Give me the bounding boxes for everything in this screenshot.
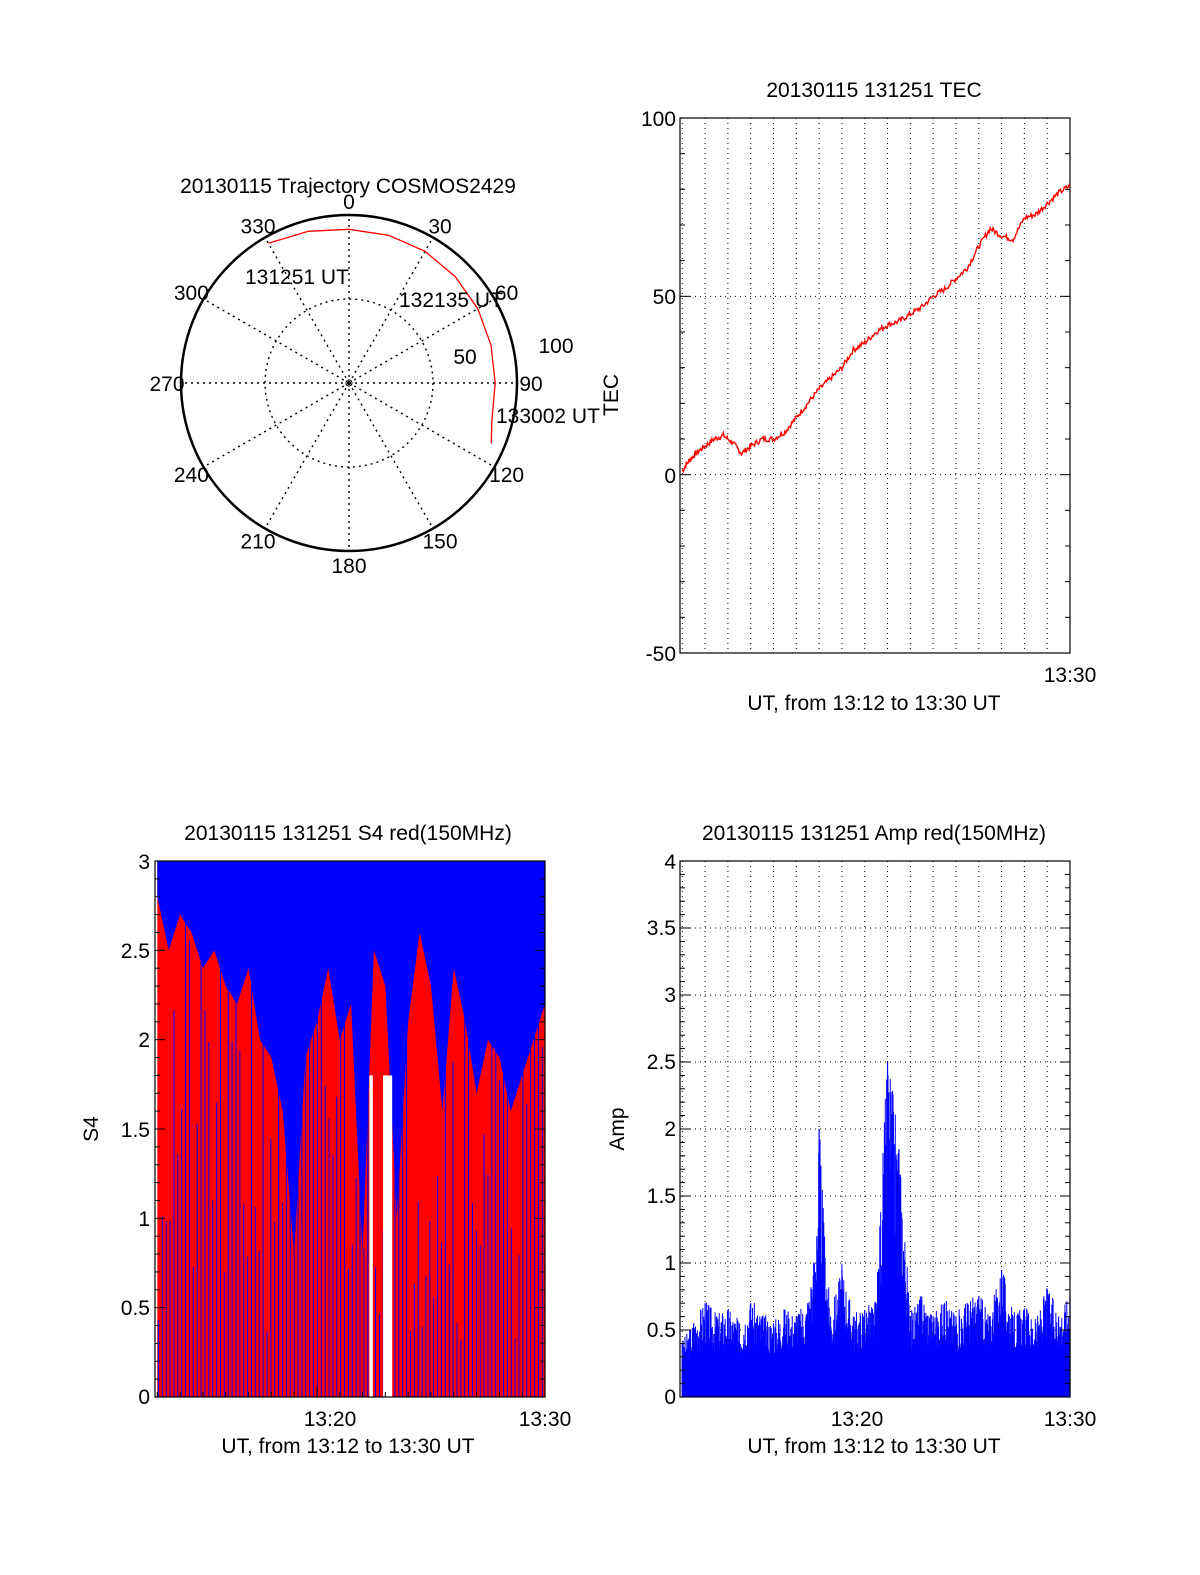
trajectory-title: 20130115 Trajectory COSMOS2429 bbox=[180, 175, 516, 198]
polar-spoke bbox=[348, 298, 495, 384]
amp-ylabel: Amp bbox=[606, 1107, 629, 1150]
tec-xlabel: UT, from 13:12 to 13:30 UT bbox=[747, 692, 1000, 715]
amp-ytick-1.5: 1.5 bbox=[647, 1185, 676, 1208]
tec-ytick-0: 0 bbox=[664, 465, 676, 488]
tec-ticks bbox=[680, 117, 1070, 654]
amp-ytick-3: 3 bbox=[664, 984, 676, 1007]
s4-xlabel: UT, from 13:12 to 13:30 UT bbox=[221, 1435, 474, 1458]
trajectory-panel: 20130115 Trajectory COSMOS2429 0 30 60 90 12… bbox=[149, 175, 600, 578]
tec-ylabel: TEC bbox=[600, 374, 623, 416]
polar-spoke bbox=[348, 382, 434, 529]
s4-panel: 20130115 131251 S4 red(150MHz) 0 0.5 1 1… bbox=[80, 822, 571, 1458]
tec-ytick-50: 50 bbox=[653, 286, 676, 309]
s4-fill-area bbox=[157, 861, 546, 1397]
radial-label-50: 50 bbox=[453, 346, 476, 369]
s4-gap bbox=[369, 1075, 373, 1397]
tec-series-line bbox=[681, 183, 1071, 474]
amp-xtick-1320: 13:20 bbox=[831, 1408, 884, 1431]
polar-center bbox=[345, 379, 353, 387]
s4-ytick-2: 2 bbox=[138, 1029, 150, 1052]
tec-title: 20130115 131251 TEC bbox=[766, 79, 981, 102]
polar-angle-label: 90 bbox=[519, 373, 542, 396]
amp-ytick-0: 0 bbox=[664, 1386, 676, 1409]
tec-plot-frame bbox=[679, 117, 1071, 654]
s4-ytick-2.5: 2.5 bbox=[121, 940, 150, 963]
polar-angle-label: 210 bbox=[240, 531, 275, 554]
tec-gridlines bbox=[680, 118, 1070, 653]
s4-title: 20130115 131251 S4 red(150MHz) bbox=[184, 822, 512, 845]
tec-panel: 20130115 131251 TEC 100 50 0 -50 TEC 13:… bbox=[600, 79, 1096, 715]
s4-blue-area bbox=[157, 861, 546, 1255]
tec-xtick-1330: 13:30 bbox=[1044, 664, 1097, 687]
tec-ytick-100: 100 bbox=[641, 108, 676, 131]
amp-title: 20130115 131251 Amp red(150MHz) bbox=[702, 822, 1046, 845]
polar-spoke bbox=[203, 298, 350, 384]
polar-angle-label: 330 bbox=[240, 215, 275, 238]
polar-outer-ring bbox=[179, 213, 519, 553]
polar-angle-label: 30 bbox=[428, 215, 451, 238]
polar-angle-label: 60 bbox=[495, 282, 518, 305]
polar-angle-labels: 0 30 60 90 120 150 180 210 240 270 300 330 bbox=[149, 191, 542, 578]
amp-ytick-4: 4 bbox=[664, 851, 676, 874]
s4-ytick-0.5: 0.5 bbox=[121, 1297, 150, 1320]
s4-ytick-1.5: 1.5 bbox=[121, 1119, 150, 1142]
amp-ytick-2.5: 2.5 bbox=[647, 1051, 676, 1074]
amp-ytick-1: 1 bbox=[664, 1252, 676, 1275]
s4-xtick-1330: 13:30 bbox=[519, 1408, 572, 1431]
s4-ytick-1: 1 bbox=[138, 1208, 150, 1231]
polar-angle-label: 120 bbox=[489, 464, 524, 487]
track-end-label: 133002 UT bbox=[496, 405, 600, 428]
polar-spoke bbox=[203, 382, 350, 468]
tec-ytick-minus50: -50 bbox=[646, 643, 676, 666]
polar-spoke bbox=[264, 237, 350, 384]
polar-spoke bbox=[348, 237, 434, 384]
amp-xtick-1330: 13:30 bbox=[1044, 1408, 1097, 1431]
polar-spoke bbox=[348, 382, 495, 468]
polar-spoke bbox=[264, 382, 350, 529]
polar-grid bbox=[181, 215, 517, 551]
polar-angle-label: 150 bbox=[422, 531, 457, 554]
s4-ytick-0: 0 bbox=[138, 1386, 150, 1409]
polar-angle-label: 300 bbox=[174, 282, 209, 305]
s4-ylabel: S4 bbox=[80, 1116, 103, 1142]
s4-gap bbox=[383, 1075, 393, 1397]
s4-ytick-3: 3 bbox=[138, 851, 150, 874]
amp-ytick-0.5: 0.5 bbox=[647, 1319, 676, 1342]
amp-panel: 20130115 131251 Amp red(150MHz) 0 0.5 1 … bbox=[606, 822, 1096, 1458]
polar-angle-label: 240 bbox=[174, 464, 209, 487]
amp-xlabel: UT, from 13:12 to 13:30 UT bbox=[747, 1435, 1000, 1458]
amp-ticks bbox=[680, 860, 1070, 1398]
amp-ytick-2: 2 bbox=[664, 1118, 676, 1141]
amp-bars bbox=[681, 1062, 1071, 1397]
s4-xtick-1320: 13:20 bbox=[304, 1408, 357, 1431]
s4-ticks bbox=[155, 860, 546, 1398]
radial-label-100: 100 bbox=[538, 335, 573, 358]
track-mid-label: 132135 UT bbox=[399, 289, 503, 312]
polar-angle-label: 0 bbox=[343, 191, 355, 214]
amp-ytick-3.5: 3.5 bbox=[647, 917, 676, 940]
satellite-track bbox=[268, 228, 496, 444]
track-start-label: 131251 UT bbox=[245, 266, 349, 289]
polar-angle-label: 180 bbox=[331, 555, 366, 578]
polar-angle-label: 270 bbox=[149, 373, 184, 396]
